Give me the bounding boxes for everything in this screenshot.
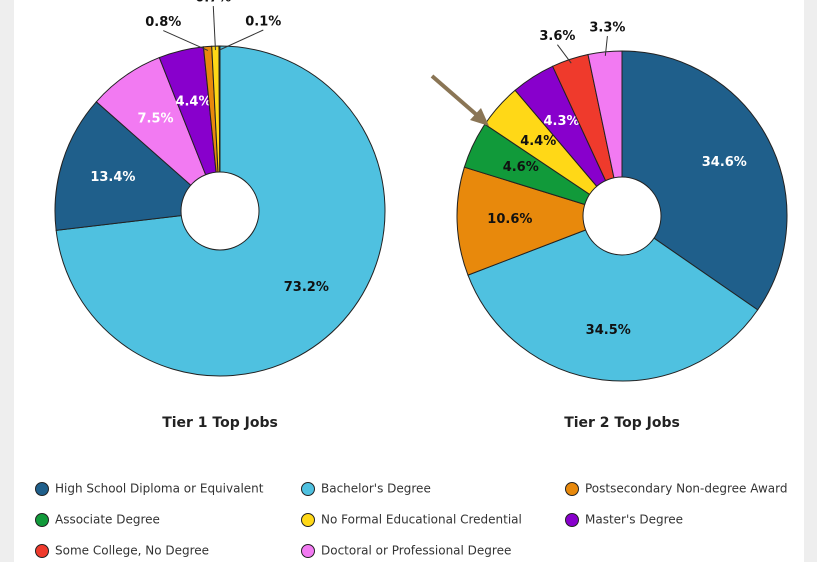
legend: High School Diploma or Equivalent Bachelo… — [35, 482, 787, 558]
legend-label: Associate Degree — [55, 513, 160, 527]
slice-label: 73.2% — [284, 280, 329, 295]
slice-label: 4.3% — [543, 114, 579, 129]
pie-title: Tier 2 Top Jobs — [564, 415, 680, 431]
legend-label: Master's Degree — [585, 513, 683, 527]
legend-swatch — [35, 513, 49, 527]
slice-label: 13.4% — [90, 170, 135, 185]
legend-swatch — [301, 513, 315, 527]
pie-slice — [218, 45, 221, 212]
pie-slice — [621, 50, 788, 311]
leader-line — [557, 44, 572, 64]
pie-slice — [54, 101, 222, 231]
legend-swatch — [301, 544, 315, 558]
leader-line — [212, 6, 216, 51]
pie-title: Tier 1 Top Jobs — [162, 415, 278, 431]
leader-line — [163, 30, 209, 51]
slice-label: 7.5% — [138, 112, 174, 127]
pie-slice — [456, 166, 624, 276]
legend-label: Some College, No Degree — [55, 544, 209, 558]
slice-label: 4.4% — [175, 94, 211, 109]
slice-label: 0.7% — [195, 0, 231, 6]
leader-line — [604, 35, 608, 56]
slice-label: 3.6% — [539, 29, 575, 44]
legend-swatch — [565, 513, 579, 527]
legend-label: High School Diploma or Equivalent — [55, 482, 264, 496]
slice-label: 4.4% — [520, 134, 556, 149]
slice-label: 10.6% — [487, 212, 532, 227]
pie-slice — [587, 50, 623, 217]
legend-swatch — [301, 482, 315, 496]
donut-hole — [180, 171, 260, 251]
arrow-head — [470, 108, 489, 126]
slice-label: 0.8% — [145, 15, 181, 30]
legend-swatch — [565, 482, 579, 496]
slice-label: 4.6% — [503, 160, 539, 175]
arrow-shaft — [430, 74, 480, 118]
legend-swatch — [35, 482, 49, 496]
legend-label: Doctoral or Professional Degree — [321, 544, 511, 558]
legend-label: No Formal Educational Credential — [321, 513, 522, 527]
leader-line — [219, 29, 264, 51]
legend-label: Postsecondary Non-degree Award — [585, 482, 787, 496]
legend-swatch — [35, 544, 49, 558]
donut-hole — [582, 176, 662, 256]
slice-label: 34.6% — [702, 155, 747, 170]
legend-label: Bachelor's Degree — [321, 482, 431, 496]
slice-label: 0.1% — [245, 15, 281, 30]
slice-label: 34.5% — [586, 323, 631, 338]
pies: 73.2%13.4%7.5%4.4%0.8%0.7%0.1%Tier 1 Top… — [54, 0, 788, 431]
slice-label: 3.3% — [589, 21, 625, 36]
pie-slice — [467, 215, 759, 382]
